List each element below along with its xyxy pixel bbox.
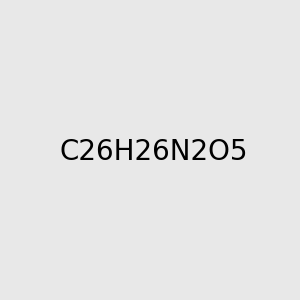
Text: C26H26N2O5: C26H26N2O5 xyxy=(59,137,248,166)
